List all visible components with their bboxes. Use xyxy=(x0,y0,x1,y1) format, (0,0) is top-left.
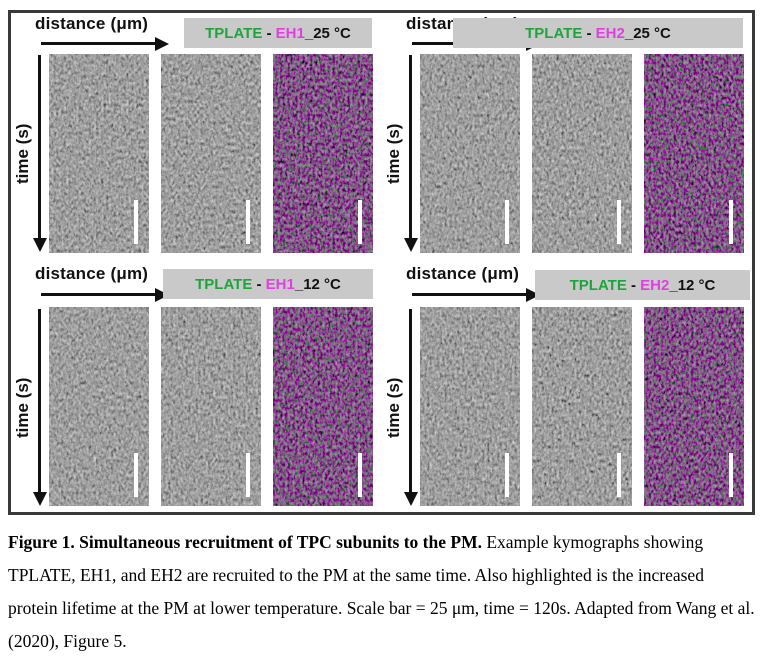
panel-title: TPLATE - EH1 _25 °C xyxy=(184,18,372,48)
title-separator: - xyxy=(626,276,641,294)
title-separator: - xyxy=(252,275,266,293)
eh1-label: EH1 xyxy=(275,24,305,42)
panel-tplate-eh2-12c: distance (μm) TPLATE - EH2 _12 °C time (s… xyxy=(382,261,753,509)
kymograph-grayscale-image xyxy=(49,307,149,506)
title-condition: _12 °C xyxy=(669,276,716,294)
scale-bar xyxy=(617,200,621,244)
time-axis-label: time (s) xyxy=(384,377,403,439)
time-axis-label: time (s) xyxy=(13,123,32,185)
tplate-label: TPLATE xyxy=(205,24,263,42)
title-condition: _12 °C xyxy=(294,275,341,293)
scale-bar xyxy=(729,453,733,497)
eh2-label: EH2 xyxy=(640,276,670,294)
kymograph-merge-image xyxy=(644,307,744,506)
kymograph-grayscale-image xyxy=(532,54,632,253)
scale-bar xyxy=(134,200,138,244)
time-arrow-icon xyxy=(403,309,418,506)
kymograph-row xyxy=(49,307,373,506)
scale-bar xyxy=(134,453,138,497)
distance-arrow-icon xyxy=(41,36,169,51)
title-separator: - xyxy=(582,24,596,42)
tplate-label: TPLATE xyxy=(569,276,627,294)
time-arrow-icon xyxy=(403,55,418,252)
caption-bold-title: Figure 1. Simultaneous recruitment of TP… xyxy=(8,532,482,552)
kymograph-grayscale-image xyxy=(420,54,520,253)
kymograph-row xyxy=(49,54,373,253)
caption-body-text: Example kymographs showing TPLATE, EH1, … xyxy=(8,532,755,651)
distance-arrow-icon xyxy=(41,287,169,302)
kymograph-merge-image xyxy=(644,54,744,253)
tplate-label: TPLATE xyxy=(525,24,583,42)
panel-title: TPLATE - EH2 _25 °C xyxy=(453,18,743,48)
kymograph-row xyxy=(420,54,744,253)
time-arrow-icon xyxy=(32,55,47,252)
kymograph-grayscale-image xyxy=(532,307,632,506)
time-axis-label: time (s) xyxy=(384,123,403,185)
scale-bar xyxy=(246,453,250,497)
title-condition: _25 °C xyxy=(304,24,351,42)
kymograph-merge-image xyxy=(273,54,373,253)
figure-caption: Figure 1. Simultaneous recruitment of TP… xyxy=(8,526,756,658)
scale-bar xyxy=(505,453,509,497)
kymograph-merge-image xyxy=(273,307,373,506)
panel-tplate-eh1-12c: distance (μm) TPLATE - EH1 _12 °C time (s… xyxy=(11,261,382,509)
tplate-label: TPLATE xyxy=(195,275,253,293)
panel-tplate-eh2-25c: distance (μm) TPLATE - EH2_25 °C time (s… xyxy=(382,13,753,261)
kymograph-grayscale-image xyxy=(420,307,520,506)
title-separator: - xyxy=(262,24,276,42)
panel-tplate-eh1-25c: distance (μm) TPLATE - EH1 _25 °C time (s… xyxy=(11,13,382,261)
panel-title: TPLATE - EH1 _12 °C xyxy=(163,269,373,299)
distance-axis-label: distance (μm) xyxy=(35,264,149,283)
scale-bar xyxy=(358,453,362,497)
eh2-label: EH2 xyxy=(595,24,625,42)
kymograph-grayscale-image xyxy=(161,307,261,506)
distance-axis-label: distance (μm) xyxy=(406,264,520,283)
distance-axis-label: distance (μm) xyxy=(35,14,149,33)
scale-bar xyxy=(246,200,250,244)
distance-arrow-icon xyxy=(412,287,540,302)
scale-bar xyxy=(505,200,509,244)
scale-bar xyxy=(617,453,621,497)
kymograph-grayscale-image xyxy=(161,54,261,253)
time-axis-label: time (s) xyxy=(13,377,32,439)
kymograph-row xyxy=(420,307,744,506)
title-condition: _25 °C xyxy=(624,24,671,42)
time-arrow-icon xyxy=(32,309,47,506)
eh1-label: EH1 xyxy=(265,275,295,293)
kymograph-grayscale-image xyxy=(49,54,149,253)
scale-bar xyxy=(729,200,733,244)
scale-bar xyxy=(358,200,362,244)
panel-title: TPLATE - EH2 _12 °C xyxy=(535,270,750,300)
figure-border-box: distance (μm) TPLATE - EH1 _25 °C time (s… xyxy=(8,10,755,515)
